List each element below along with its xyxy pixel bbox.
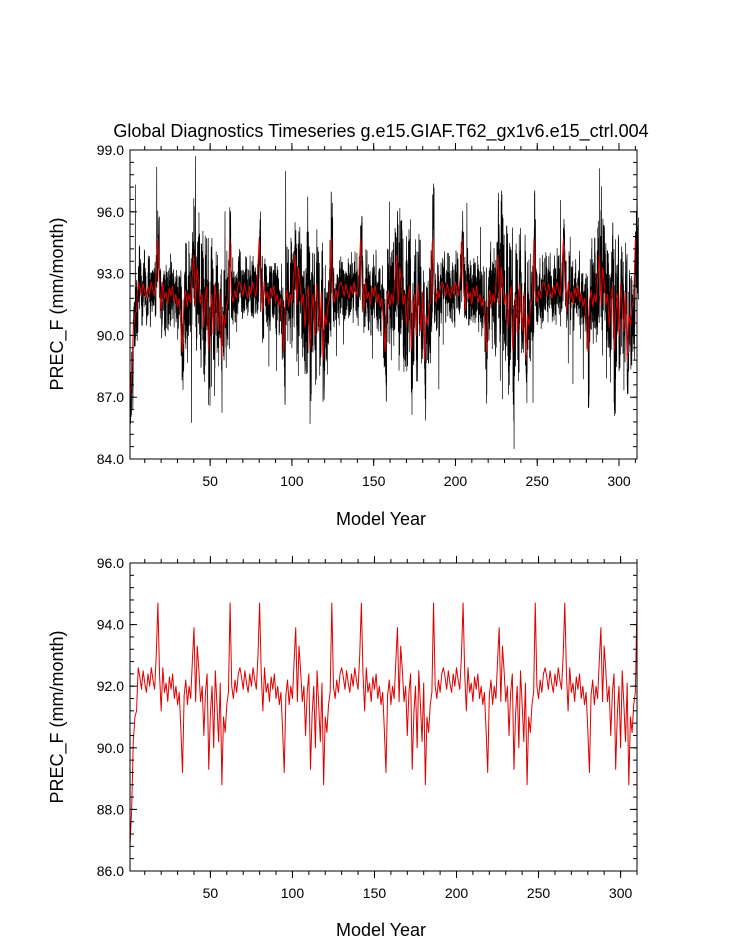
- x-tick-label: 300: [609, 885, 633, 901]
- x-tick-label: 250: [526, 473, 550, 489]
- y-tick-label: 86.0: [97, 863, 124, 879]
- y-tick-label: 94.0: [97, 617, 124, 633]
- series-line-monthly: [129, 155, 639, 450]
- x-axis-label: Model Year: [336, 920, 426, 940]
- x-axis-label: Model Year: [336, 509, 426, 529]
- y-tick-label: 93.0: [97, 266, 124, 282]
- x-tick-label: 200: [445, 885, 469, 901]
- x-tick-label: 150: [363, 885, 387, 901]
- x-tick-label: 100: [280, 473, 304, 489]
- y-tick-label: 92.0: [97, 678, 124, 694]
- y-tick-label: 99.0: [97, 142, 124, 158]
- y-tick-labels: 84.0 87.0 90.0 93.0 96.0 99.0: [97, 142, 124, 467]
- x-tick-labels: 50 100 150 200 250 300: [203, 885, 633, 901]
- axis-ticks: [130, 556, 638, 878]
- series-line-annual: [129, 602, 638, 847]
- plot-frame: [129, 149, 638, 460]
- panel-top-precip-monthly-and-annual: Global Diagnostics Timeseries g.e15.GIAF…: [47, 121, 649, 529]
- chart-title: Global Diagnostics Timeseries g.e15.GIAF…: [113, 121, 648, 142]
- y-tick-label: 87.0: [97, 389, 124, 405]
- panel-bottom-precip-annual: 86.0 88.0 90.0 92.0 94.0 96.0 50 100 150 200 250 3…: [47, 555, 638, 940]
- y-axis-label: PREC_F (mm/month): [47, 217, 68, 390]
- y-tick-label: 84.0: [97, 451, 124, 467]
- series-monthly: [129, 155, 639, 450]
- y-tick-label: 90.0: [97, 327, 124, 343]
- y-axis-label: PREC_F (mm/month): [47, 630, 68, 803]
- y-tick-label: 88.0: [97, 801, 124, 817]
- x-tick-label: 50: [202, 473, 218, 489]
- y-tick-label: 90.0: [97, 740, 124, 756]
- series-annual: [129, 602, 638, 847]
- series-line-annual: [129, 238, 636, 402]
- x-tick-label: 250: [527, 885, 551, 901]
- series-annual: [129, 238, 636, 402]
- x-tick-label: 200: [444, 473, 468, 489]
- y-tick-label: 96.0: [97, 555, 124, 571]
- plot-frame: [129, 562, 638, 872]
- x-tick-label: 150: [362, 473, 386, 489]
- x-tick-label: 50: [203, 885, 219, 901]
- y-tick-labels: 86.0 88.0 90.0 92.0 94.0 96.0: [97, 555, 124, 879]
- x-tick-labels: 50 100 150 200 250 300: [202, 473, 631, 489]
- axis-ticks: [130, 143, 637, 466]
- y-tick-label: 96.0: [97, 204, 124, 220]
- x-tick-label: 100: [281, 885, 305, 901]
- x-tick-label: 300: [607, 473, 631, 489]
